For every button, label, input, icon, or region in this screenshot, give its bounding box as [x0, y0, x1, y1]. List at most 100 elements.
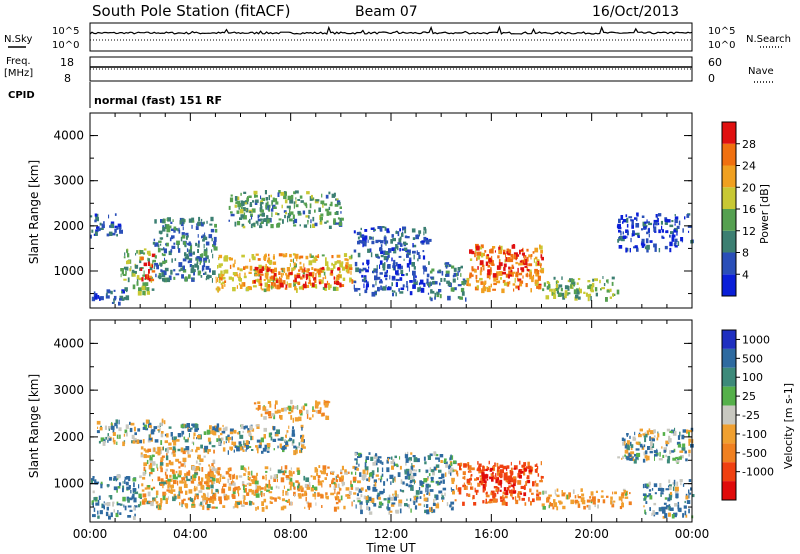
- echo-cell: [266, 489, 270, 492]
- echo-cell: [219, 500, 222, 505]
- echo-cell: [457, 267, 461, 271]
- echo-cell: [206, 449, 209, 453]
- echo-cell: [355, 471, 357, 476]
- echo-cell: [628, 216, 633, 219]
- echo-cell: [204, 495, 207, 501]
- echo-cell: [320, 267, 325, 270]
- echo-cell: [185, 490, 188, 495]
- echo-cell: [140, 250, 143, 253]
- colorbar-segment: [722, 122, 736, 144]
- echo-cell: [161, 253, 163, 256]
- echo-cell: [229, 428, 234, 432]
- echo-cell: [651, 512, 653, 516]
- echo-region: [428, 262, 468, 302]
- echo-cell: [255, 279, 258, 282]
- echo-cell: [609, 296, 612, 299]
- echo-cell: [143, 454, 147, 459]
- echo-cell: [314, 209, 316, 213]
- echo-cell: [97, 426, 99, 429]
- echo-cell: [195, 466, 200, 471]
- echo-cell: [460, 265, 463, 269]
- echo-cell: [638, 434, 642, 438]
- echo-cell: [475, 492, 478, 495]
- echo-cell: [409, 469, 413, 474]
- echo-cell: [435, 481, 438, 484]
- echo-cell: [329, 484, 332, 488]
- echo-cell: [270, 486, 273, 490]
- echo-cell: [352, 465, 356, 469]
- echo-cell: [462, 501, 465, 506]
- echo-cell: [486, 478, 489, 481]
- echo-cell: [302, 274, 305, 278]
- echo-cell: [335, 501, 339, 505]
- echo-cell: [289, 199, 294, 204]
- echo-cell: [430, 480, 435, 483]
- echo-cell: [648, 482, 651, 486]
- echo-cell: [264, 486, 267, 491]
- echo-cell: [334, 489, 336, 494]
- echo-cell: [134, 432, 137, 436]
- echo-cell: [218, 441, 221, 446]
- echo-cell: [611, 503, 615, 508]
- echo-cell: [508, 477, 512, 483]
- echo-cell: [632, 230, 634, 234]
- echo-cell: [515, 285, 519, 289]
- echo-cell: [139, 501, 142, 506]
- echo-cell: [194, 424, 199, 429]
- echo-cell: [335, 479, 339, 483]
- echo-cell: [526, 256, 529, 262]
- nave-label: Nave: [748, 66, 774, 77]
- echo-cell: [304, 403, 308, 407]
- echo-cell: [447, 295, 451, 301]
- echo-cell: [275, 400, 278, 405]
- echo-cell: [553, 288, 556, 294]
- echo-cell: [651, 438, 655, 442]
- echo-cell: [421, 242, 425, 245]
- echo-cell: [190, 480, 194, 484]
- echo-cell: [284, 439, 286, 443]
- echo-cell: [99, 298, 101, 301]
- echo-cell: [153, 447, 156, 452]
- echo-cell: [413, 501, 416, 505]
- echo-cell: [292, 417, 294, 423]
- echo-cell: [621, 492, 625, 496]
- echo-cell: [282, 489, 284, 493]
- echo-cell: [580, 488, 583, 492]
- echo-cell: [421, 240, 426, 243]
- echo-cell: [200, 501, 203, 505]
- echo-cell: [245, 449, 247, 452]
- echo-cell: [182, 265, 185, 271]
- echo-cell: [105, 502, 109, 506]
- echo-cell: [129, 421, 131, 425]
- echo-cell: [269, 496, 273, 499]
- echo-cell: [229, 431, 234, 435]
- echo-cell: [517, 278, 522, 282]
- echo-cell: [440, 460, 443, 463]
- echo-cell: [366, 470, 369, 475]
- echo-cell: [337, 491, 341, 495]
- echo-cell: [655, 512, 659, 515]
- echo-cell: [346, 471, 350, 474]
- echo-cell: [343, 253, 348, 257]
- echo-cell: [171, 245, 176, 249]
- echo-cell: [298, 269, 301, 272]
- echo-cell: [368, 506, 370, 509]
- echo-cell: [202, 239, 205, 242]
- echo-cell: [294, 281, 298, 284]
- echo-cell: [415, 275, 417, 278]
- echo-cell: [220, 277, 223, 281]
- echo-cell: [130, 490, 132, 494]
- echo-cell: [150, 468, 155, 472]
- echo-cell: [117, 486, 121, 489]
- echo-cell: [116, 233, 118, 237]
- echo-cell: [169, 474, 172, 478]
- echo-cell: [243, 212, 246, 216]
- echo-cell: [322, 286, 326, 290]
- echo-cell: [256, 424, 260, 429]
- echo-cell: [371, 473, 374, 479]
- echo-cell: [436, 291, 440, 295]
- echo-cell: [238, 431, 241, 435]
- echo-cell: [204, 449, 208, 453]
- echo-cell: [178, 248, 181, 253]
- echo-cell: [146, 291, 150, 295]
